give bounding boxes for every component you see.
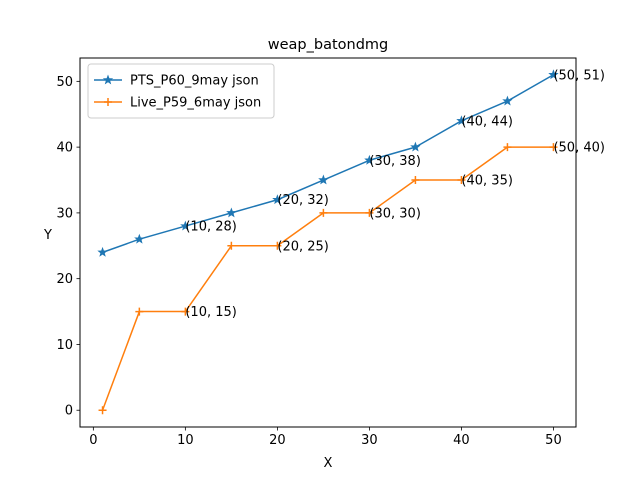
data-point [319,208,328,217]
point-annotation: (10, 28) [185,220,237,235]
point-annotation: (30, 38) [369,154,421,169]
y-tick-label: 10 [56,338,73,353]
series-2 [98,143,558,415]
series-1 [97,69,559,257]
x-tick-label: 20 [269,433,286,448]
point-annotation: (20, 25) [277,239,329,254]
data-point [410,141,421,152]
data-point [457,176,466,185]
point-annotation: (50, 40) [553,141,605,156]
point-annotation: (40, 44) [461,114,512,129]
x-axis-label: X [324,456,333,471]
axes-frame [79,57,577,428]
data-point [503,143,512,152]
data-point [273,241,282,250]
y-tick-label: 40 [56,141,73,156]
legend: PTS_P60_9may json Live_P59_6may json [87,63,275,119]
legend-box [87,63,275,119]
data-point [456,115,467,126]
point-annotation: (30, 30) [369,206,421,221]
data-point [365,208,374,217]
data-point [98,406,107,415]
data-point [134,233,145,244]
point-annotation: (50, 51) [553,68,605,83]
x-tick-label: 50 [545,433,562,448]
chart-title: weap_batondmg [268,37,389,53]
plot-area: (10, 28) (20, 32) (30, 38) (40, 44) (50, 51)… [97,68,605,415]
data-point [226,207,237,218]
y-tick-label: 0 [65,404,73,419]
y-tick-label: 30 [56,206,73,221]
point-annotation: (20, 32) [277,193,329,208]
legend-entry: Live_P59_6may json [94,96,261,111]
data-point [135,307,144,316]
data-point [548,69,559,80]
data-point [97,246,108,257]
legend-label: PTS_P60_9may json [130,74,259,89]
data-point [411,176,420,185]
data-point [227,241,236,250]
data-point [364,154,375,165]
legend-entry: PTS_P60_9may json [94,74,259,89]
point-annotation: (40, 35) [461,174,512,189]
y-axis-label: Y [43,228,52,243]
data-point [272,194,283,205]
data-point [318,174,329,185]
data-point [502,95,513,106]
y-tick-label: 50 [56,75,73,90]
x-tick-label: 30 [361,433,378,448]
legend-label: Live_P59_6may json [130,96,261,111]
x-tick-label: 0 [89,433,97,448]
data-point [180,220,191,231]
data-point [549,143,558,152]
legend-marker [102,74,114,85]
legend-marker [104,98,112,106]
axis-ticks: 0 10 20 30 40 50 0 10 20 30 40 50 [56,75,561,448]
y-tick-label: 20 [56,272,73,287]
x-tick-label: 40 [453,433,470,448]
x-tick-label: 10 [177,433,194,448]
point-annotation: (10, 15) [185,305,237,320]
data-point [181,307,190,316]
